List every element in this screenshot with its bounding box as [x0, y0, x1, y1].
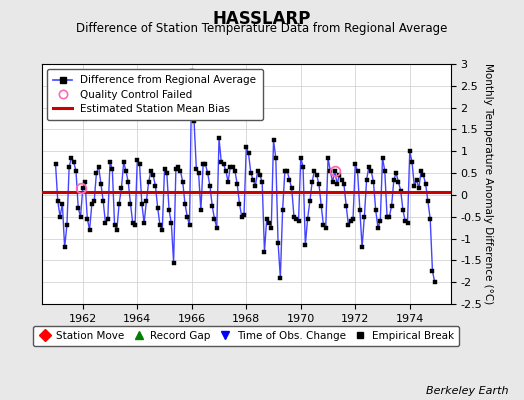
Text: Difference of Station Temperature Data from Regional Average: Difference of Station Temperature Data f… — [77, 22, 447, 35]
Y-axis label: Monthly Temperature Anomaly Difference (°C): Monthly Temperature Anomaly Difference (… — [483, 63, 493, 305]
Legend: Station Move, Record Gap, Time of Obs. Change, Empirical Break: Station Move, Record Gap, Time of Obs. C… — [34, 326, 459, 346]
Text: HASSLARP: HASSLARP — [213, 10, 311, 28]
Text: Berkeley Earth: Berkeley Earth — [426, 386, 508, 396]
Legend: Difference from Regional Average, Quality Control Failed, Estimated Station Mean: Difference from Regional Average, Qualit… — [47, 69, 263, 120]
